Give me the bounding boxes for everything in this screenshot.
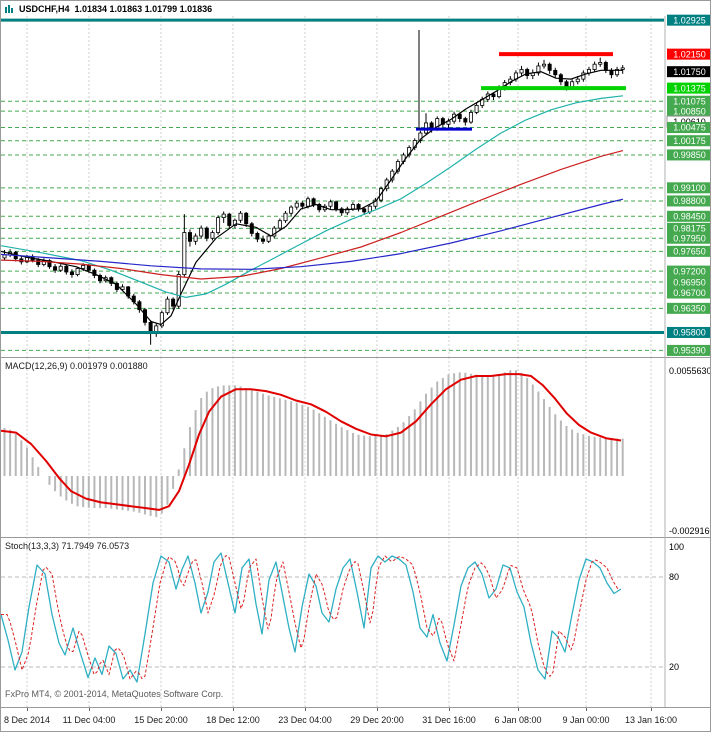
time-axis-label: 9 Jan 00:00 [562,715,610,725]
chart-icon [5,4,13,13]
stoch-main-line [1,552,622,683]
time-axis-tick [651,708,652,711]
time-axis-tick [586,708,587,711]
main-price-chart[interactable]: 1.02925 1.02150 1.01750 1.01375 1.010751.008… [1,14,711,357]
time-axis-label: 13 Jan 16:00 [624,715,678,725]
price-scale-label: 0.96700 [667,287,710,299]
svg-text:1.02150: 1.02150 [673,49,706,59]
time-axis-label: 6 Jan 08:00 [494,715,542,725]
ma-medium-teal [1,95,624,298]
svg-text:0.95390: 0.95390 [673,346,706,356]
svg-text:0.98450: 0.98450 [673,212,706,222]
macd-scale-min: -0.0029160 [669,526,711,536]
time-axis-label: 29 Dec 20:00 [350,715,404,725]
svg-text:1.00175: 1.00175 [673,136,706,146]
ma-slowest-blue [1,198,624,270]
time-axis-tick [89,708,90,711]
svg-text:0.95800: 0.95800 [673,328,706,338]
price-scale-label: 0.96950 [667,276,710,288]
svg-text:0.97650: 0.97650 [673,247,706,257]
price-scale-label: 0.98450 [667,210,710,222]
price-scale[interactable]: 1.02925 1.02150 1.01750 1.01375 1.010751.008… [666,14,711,356]
time-axis-label: 8 Dec 2014 [3,715,51,725]
stochastic-indicator-label: Stoch(13,3,3) 71.7949 76.0573 [5,541,130,551]
time-axis-label: 18 Dec 12:00 [206,715,260,725]
price-scale-label: 0.97200 [667,265,710,277]
svg-text:0.99100: 0.99100 [673,183,706,193]
svg-text:1.00610: 1.00610 [673,117,706,127]
time-axis-tick [233,708,234,711]
vertical-gridlines [26,357,652,537]
price-scale-label: 1.00175 [667,135,710,147]
time-axis-tick [518,708,519,711]
price-scale-label: 0.99100 [667,182,710,194]
svg-text:0.96700: 0.96700 [673,288,706,298]
time-axis-label: 15 Dec 20:00 [134,715,188,725]
candles-layer [2,57,625,345]
price-scale-label: 0.98800 [667,195,710,207]
price-scale-label: 0.95390 [667,344,710,356]
time-axis[interactable]: 8 Dec 2014 11 Dec 04:00 15 Dec 20:00 18 Dec… [1,707,710,731]
vertical-gridlines [26,537,652,707]
price-scale-label: 1.00850 [667,105,710,117]
price-scale-label: 0.97650 [667,245,710,257]
macd-indicator-panel[interactable]: 0.0055630 -0.0029160 [1,357,711,537]
price-scale-label: 0.96350 [667,302,710,314]
time-axis-tick [305,708,306,711]
price-scale-label: 1.01375 [667,82,710,94]
svg-text:0.97200: 0.97200 [673,266,706,276]
svg-text:1.01750: 1.01750 [673,67,706,77]
platform-copyright: FxPro MT4, © 2001-2014, MetaQuotes Softw… [5,689,224,699]
price-scale-label: 0.97950 [667,232,710,244]
svg-text:1.01075: 1.01075 [673,96,706,106]
svg-text:0.98800: 0.98800 [673,196,706,206]
chart-title-bar: USDCHF,H4 1.01834 1.01863 1.01799 1.0183… [1,1,710,16]
symbol-timeframe: USDCHF,H4 [19,3,70,14]
time-axis-label: 23 Dec 04:00 [278,715,332,725]
price-scale-label: 1.01750 [667,66,710,78]
ma-slow-red [1,150,624,280]
svg-text:0.97950: 0.97950 [673,233,706,243]
macd-signal-line [1,373,622,511]
horizontal-level-lines [1,100,664,351]
svg-text:1.01375: 1.01375 [673,83,706,93]
moving-average-lines [1,69,624,326]
price-scale-label: 0.99850 [667,149,710,161]
stoch-scale-20: 20 [669,662,679,672]
price-scale-label: 0.98175 [667,222,710,234]
time-axis-tick [449,708,450,711]
ma-fast-black [1,69,623,326]
svg-text:0.99850: 0.99850 [673,150,706,160]
vertical-gridlines [26,16,652,357]
svg-text:0.96950: 0.96950 [673,277,706,287]
price-scale-label: 1.02150 [667,48,710,60]
price-scale-label: 1.01075 [667,95,710,107]
price-scale-label: 1.00475 [667,122,710,134]
stoch-scale-80: 80 [669,572,679,582]
macd-histogram [3,370,624,517]
time-axis-tick [377,708,378,711]
ohlc-values: 1.01834 1.01863 1.01799 1.01836 [74,3,213,14]
svg-text:1.00850: 1.00850 [673,106,706,116]
stochastic-indicator-panel[interactable]: 100 80 20 [1,537,711,707]
svg-text:0.98175: 0.98175 [673,224,706,234]
price-scale-label: 1.02925 [667,14,710,26]
time-axis-tick [27,708,28,711]
price-scale-label: 0.95800 [667,326,710,338]
time-axis-tick [161,708,162,711]
svg-text:0.96350: 0.96350 [673,304,706,314]
svg-text:1.00475: 1.00475 [673,123,706,133]
time-axis-label: 31 Dec 16:00 [422,715,476,725]
macd-scale-max: 0.0055630 [669,366,711,376]
macd-indicator-label: MACD(12,26,9) 0.001979 0.001880 [5,361,148,371]
stoch-signal-line [1,555,620,680]
svg-text:1.02925: 1.02925 [673,15,706,25]
stoch-scale-100: 100 [669,542,684,552]
drawn-line-objects[interactable] [1,18,664,334]
time-axis-label: 11 Dec 04:00 [62,715,116,725]
